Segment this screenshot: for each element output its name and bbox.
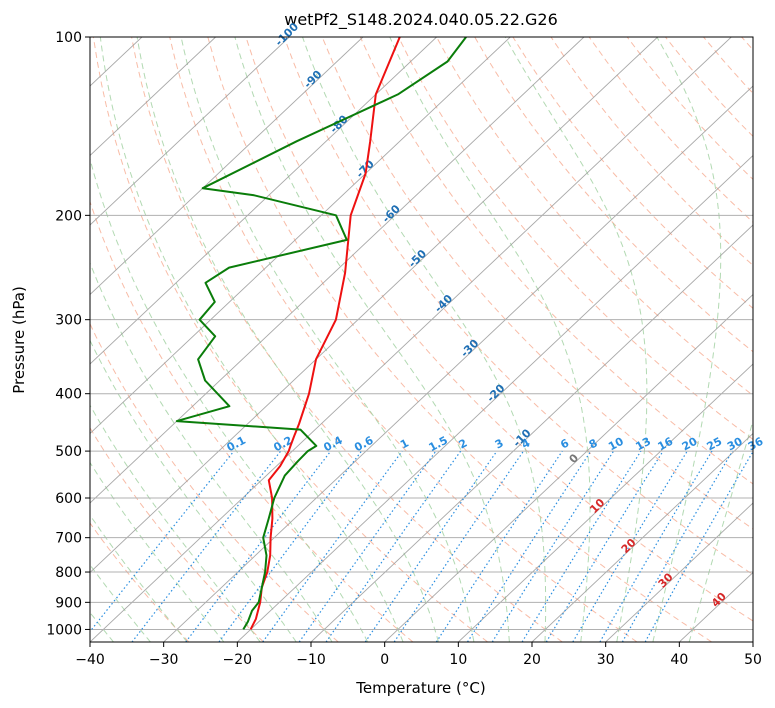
dry-adiabat-line [436, 37, 753, 396]
y-tick-label: 600 [55, 491, 82, 507]
y-tick-label: 500 [55, 444, 82, 460]
isotherm-line [237, 154, 753, 642]
dry-adiabat-line [474, 37, 753, 353]
moist-adiabat-line [90, 514, 188, 642]
mixing-ratio-line [644, 450, 753, 642]
x-tick-label: −40 [75, 652, 105, 668]
x-tick-label: 20 [523, 652, 541, 668]
moist-adiabat-line [90, 339, 297, 642]
moist-adiabat-line [234, 37, 510, 642]
isotherm-line [90, 37, 290, 226]
mixing-ratio-label: 30 [725, 435, 745, 454]
y-tick-label: 700 [55, 531, 82, 547]
moist-adiabat-line [389, 37, 591, 642]
mixing-ratio-line [262, 450, 403, 642]
dry-adiabat-line [512, 37, 753, 309]
dry-adiabats [90, 37, 753, 642]
mixing-ratio-lines [90, 450, 753, 642]
isotherm-line [90, 37, 732, 642]
plot-frame [89, 36, 754, 643]
moist-adiabat-line [652, 37, 722, 642]
mixing-ratio-line [491, 450, 615, 642]
moist-adiabat-line [99, 37, 404, 642]
dewpoint-profile-line [175, 37, 467, 630]
isotherm-line [90, 37, 585, 504]
y-tick-label: 100 [55, 30, 82, 46]
moist-adiabat-line [90, 564, 151, 642]
isotherm-line [310, 224, 753, 642]
isotherm-line [90, 37, 364, 296]
y-axis: 100 200 300 400 500 600 700 800 900 1000 [46, 30, 90, 638]
isotherm-line [90, 37, 437, 365]
x-tick-label: 0 [380, 652, 389, 668]
x-tick-label: −30 [149, 652, 179, 668]
dry-adiabat-line [131, 37, 563, 642]
dry-adiabat-line [92, 37, 488, 642]
x-axis: −40 −30 −20 −10 0 10 20 30 40 50 [75, 642, 762, 668]
mixing-ratio-line [466, 450, 592, 642]
mixing-ratio-line [298, 450, 437, 642]
y-tick-label: 300 [55, 313, 82, 329]
dry-adiabat-line [321, 37, 753, 530]
dry-adiabat-line [90, 426, 264, 642]
dry-adiabat-line [359, 37, 753, 485]
y-tick-label: 400 [55, 387, 82, 403]
isotherm-line [90, 37, 658, 574]
moist-adiabat-line [90, 261, 333, 642]
x-tick-label: 40 [670, 652, 688, 668]
mixing-ratio-line [185, 450, 332, 642]
moist-adiabat-line [688, 419, 753, 642]
pressure-gridlines [90, 37, 753, 630]
dry-adiabat-line [169, 37, 638, 642]
y-tick-label: 1000 [46, 622, 82, 638]
mixing-ratio-line [90, 450, 235, 633]
dry-adiabat-line [207, 37, 712, 642]
moist-adiabat-line [302, 37, 547, 642]
mixing-ratio-label: 13 [633, 435, 653, 454]
x-tick-label: −10 [296, 652, 326, 668]
sounding-series [175, 37, 467, 630]
moist-adiabat-line [180, 37, 475, 642]
isotherm-line [384, 293, 753, 642]
x-tick-label: 50 [744, 652, 762, 668]
mixing-ratio-label: 20 [680, 435, 700, 454]
mixing-ratio-label: 16 [656, 435, 676, 454]
isotherm-line [458, 363, 753, 642]
isotherm-line [90, 37, 216, 157]
x-tick-label: 10 [449, 652, 467, 668]
moist-adiabats [90, 37, 753, 642]
mixing-ratio-label: 25 [705, 435, 725, 454]
dry-adiabat-line [90, 322, 339, 642]
moist-adiabat-line [90, 157, 369, 642]
isotherm-line [90, 37, 511, 435]
temperature-profile-line [249, 37, 401, 630]
moist-adiabat-line [90, 461, 225, 642]
moist-adiabat-line [136, 37, 439, 642]
dry-adiabat-line [245, 37, 753, 622]
y-tick-label: 900 [55, 595, 82, 611]
isotherm-line [531, 432, 753, 642]
chart-title: wetPf2_S148.2024.040.05.22.G26 [284, 10, 558, 30]
mixing-ratio-line [545, 450, 664, 642]
dry-adiabat-line [283, 37, 753, 576]
mixing-ratio-line [364, 450, 498, 642]
mixing-ratio-line [393, 450, 524, 642]
moist-adiabat-line [90, 404, 261, 642]
mixing-ratio-label: 10 [606, 435, 626, 454]
y-tick-label: 800 [55, 565, 82, 581]
mixing-ratio-line [218, 450, 362, 642]
dry-adiabat-line [398, 37, 753, 441]
mixing-ratio-line [325, 450, 462, 642]
mixing-ratio-line [435, 450, 563, 642]
isotherm-line [605, 502, 753, 642]
y-axis-label: Pressure (hPa) [10, 286, 28, 394]
x-tick-label: −20 [223, 652, 253, 668]
x-tick-label: 30 [597, 652, 615, 668]
y-tick-label: 200 [55, 208, 82, 224]
x-axis-label: Temperature (°C) [355, 679, 485, 697]
mixing-ratio-label: 36 [746, 435, 766, 454]
